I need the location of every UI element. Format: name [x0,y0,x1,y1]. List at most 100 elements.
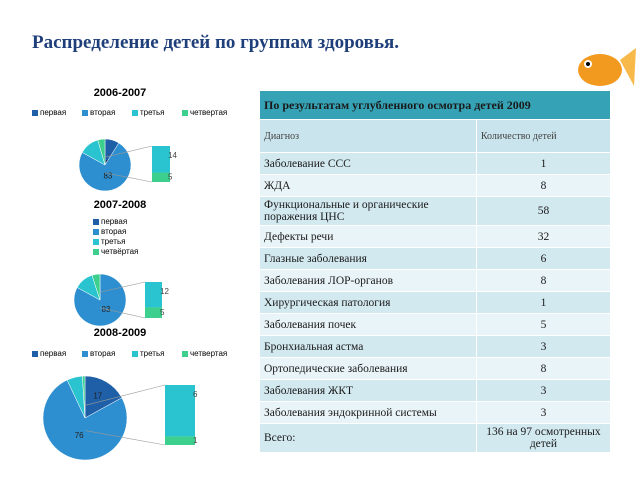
legend-label: вторая [90,349,115,358]
table-cell: Хирургическая патология [259,291,477,314]
legend-swatch [132,351,138,357]
legend-swatch [93,229,99,235]
pie-slice [82,375,86,419]
fish-pupil [586,62,590,66]
bar-label: 6 [193,390,198,399]
charts: 2006-2007перваявтораятретьячетвертая1083… [32,87,227,461]
table-row: По результатам углубленного осмотра дете… [259,90,611,120]
pie-slice [73,273,127,327]
slide-title: Распределение детей по группам здоровья. [32,32,400,53]
table-cell: Заболевание ССС [259,152,477,175]
bar-label: 14 [168,151,177,160]
bar-label: 5 [168,172,173,181]
table-cell: Всего: [259,423,477,453]
legend-swatch [93,249,99,255]
table-row: Дефекты речи 32 [259,225,612,248]
results-table: По результатам углубленного осмотра дете… [259,90,612,453]
table-cell: 1 [475,291,612,314]
legend-swatch [182,110,188,116]
chart-title: 2006-2007 [94,87,147,99]
legend-label: первая [40,108,66,117]
table-cell: Количество детей [475,119,612,153]
legend-label: вторая [101,227,126,236]
table-cell: 5 [475,313,612,336]
legend-swatch [182,351,188,357]
fish-tail [620,48,636,86]
connector [84,384,166,406]
slice-label: 83 [102,305,111,314]
legend-label: четвертая [190,108,227,117]
connector [99,307,146,319]
slice-label: 83 [103,171,112,180]
table-cell: Ортопедические заболевания [259,357,477,380]
connector [84,430,166,446]
legend-swatch [82,110,88,116]
bar-segment [152,146,170,173]
pie-slice [78,142,132,192]
slice-label: 17 [93,391,102,400]
legend-swatch [82,351,88,357]
table-cell: Заболевания ЛОР-органов [259,269,477,292]
table-row: Заболевания эндокринной системы 3 [259,401,612,424]
bar-segment [165,385,195,437]
table-cell: 3 [475,379,612,402]
table-cell: Бронхиальная астма [259,335,477,358]
pie-slice [84,375,123,419]
table-row: Диагноз Количество детей [259,119,612,153]
bar-segment [145,282,162,308]
legend-swatch [93,239,99,245]
pie-slice [91,273,101,301]
pie-slice [97,138,106,166]
bar-label: 12 [160,287,169,296]
table-cell: Дефекты речи [259,225,477,248]
table-cell: Функциональные и органические поражения … [259,196,477,226]
table-row: Бронхиальная астма 3 [259,335,612,358]
legend-swatch [32,351,38,357]
table-row: Глазные заболевания 6 [259,247,612,270]
table-row: Заболевания ЖКТ 3 [259,379,612,402]
table-cell: 136 на 97 осмотренных детей [475,423,612,453]
table-row: Заболевание ССС 1 [259,152,612,175]
table-cell: По результатам углубленного осмотра дете… [259,90,611,120]
table-cell: 1 [475,152,612,175]
table-cell: Диагноз [259,119,477,153]
table-row: Хирургическая патология 1 [259,291,612,314]
legend-swatch [93,219,99,225]
table-row: Заболевания почек 5 [259,313,612,336]
connector [104,145,153,158]
legend-label: четвёртая [101,247,138,256]
table-row: Всего: 136 на 97 осмотренных детей [259,423,612,453]
bar-label: 1 [193,436,198,445]
table-cell: Заболевания эндокринной системы [259,401,477,424]
connector [104,172,153,183]
table-row: ЖДА 8 [259,174,612,197]
slice-label: 76 [75,431,84,440]
legend-label: первая [40,349,66,358]
table-cell: 6 [475,247,612,270]
connector [99,281,146,293]
table-cell: 3 [475,401,612,424]
table-cell: 58 [475,196,612,226]
table-cell: 8 [475,269,612,292]
bar-label: 5 [160,308,165,317]
bar-segment [152,172,170,182]
bar-segment [145,307,162,318]
legend-label: третья [101,237,125,246]
table-cell: 3 [475,335,612,358]
legend-label: третья [140,108,164,117]
table-cell: 8 [475,174,612,197]
legend-label: первая [101,217,127,226]
legend-swatch [132,110,138,116]
chart-title: 2007-2008 [94,199,147,211]
legend-label: третья [140,349,164,358]
table-cell: Глазные заболевания [259,247,477,270]
chart-title: 2008-2009 [94,327,147,339]
legend-label: вторая [90,108,115,117]
table-row: Ортопедические заболевания 8 [259,357,612,380]
fish-body [578,54,622,86]
table-cell: Заболевания почек [259,313,477,336]
legend-swatch [32,110,38,116]
legend-label: четвертая [190,349,227,358]
